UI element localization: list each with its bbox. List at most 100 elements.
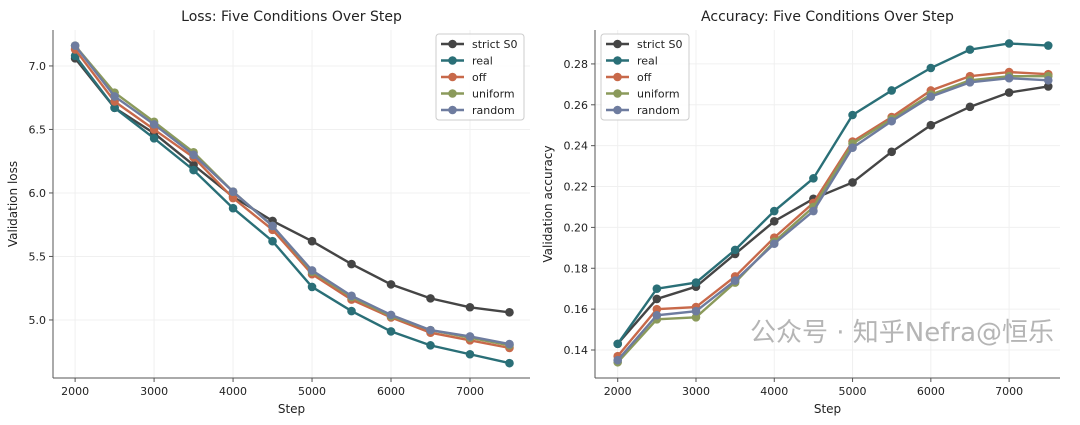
legend-label: strict S0 xyxy=(637,38,682,51)
data-point xyxy=(926,120,936,130)
data-point xyxy=(1043,82,1053,91)
series-line xyxy=(74,44,510,346)
data-point xyxy=(228,203,238,213)
y-tick-label: 5.0 xyxy=(29,314,47,327)
data-point xyxy=(848,110,857,120)
data-point xyxy=(149,120,159,129)
data-point xyxy=(652,310,662,320)
legend-marker xyxy=(448,56,457,65)
data-point xyxy=(769,206,779,216)
watermark: 公众号 · 知乎Nefra@恒乐 xyxy=(749,318,1054,348)
data-point xyxy=(809,174,818,183)
legend-label: random xyxy=(637,104,680,117)
series-random xyxy=(613,73,1053,365)
data-point xyxy=(347,291,356,301)
data-point xyxy=(307,236,317,246)
x-tick-label: 7000 xyxy=(995,385,1023,398)
data-point xyxy=(965,45,975,54)
data-point xyxy=(505,308,514,317)
data-point xyxy=(1004,73,1014,83)
data-point xyxy=(613,339,623,349)
data-point xyxy=(1004,39,1014,48)
legend-marker xyxy=(448,39,457,49)
y-tick-label: 0.22 xyxy=(564,181,589,194)
legend-label: strict S0 xyxy=(472,38,517,51)
data-point xyxy=(110,103,119,113)
data-point xyxy=(965,78,975,87)
legend: strict S0 real off uniform random xyxy=(600,33,690,121)
data-point xyxy=(809,206,818,216)
legend-label: uniform xyxy=(472,88,515,101)
legend-label: random xyxy=(472,104,515,117)
data-point xyxy=(848,143,857,153)
series-line xyxy=(74,55,510,365)
legend-marker xyxy=(448,72,457,82)
legend-label: off xyxy=(637,71,652,84)
series-line xyxy=(616,77,1049,362)
data-point xyxy=(887,116,896,126)
x-tick-label: 6000 xyxy=(377,385,405,398)
y-tick-label: 6.5 xyxy=(29,123,47,136)
y-tick-label: 6.0 xyxy=(29,187,47,200)
data-point xyxy=(465,332,475,341)
legend-marker xyxy=(613,39,622,49)
data-point xyxy=(652,294,662,304)
data-point xyxy=(70,41,80,50)
data-point xyxy=(730,276,740,285)
series-line xyxy=(616,70,1049,357)
y-axis-label: Validation loss xyxy=(6,161,20,247)
series-line xyxy=(74,48,510,350)
legend-marker xyxy=(613,56,622,65)
data-point xyxy=(149,134,159,143)
legend-label: off xyxy=(472,71,487,84)
series-random xyxy=(70,41,514,349)
data-point xyxy=(691,306,701,316)
data-point xyxy=(307,282,317,292)
series-line xyxy=(616,85,1049,345)
x-tick-label: 5000 xyxy=(298,385,326,398)
loss-chart: 2000 3000 4000 5000 6000 7000 5.0 5.5 6.0 6.5 7.0 L… xyxy=(6,9,530,416)
data-point xyxy=(730,245,740,255)
x-tick-label: 5000 xyxy=(839,385,867,398)
series-real xyxy=(613,39,1053,349)
x-tick-label: 2000 xyxy=(604,385,632,398)
data-point xyxy=(848,178,857,187)
data-point xyxy=(652,304,662,314)
accuracy-chart: 2000 3000 4000 5000 6000 7000 0.14 0.16 0.18 0.20… xyxy=(541,9,1060,416)
y-tick-label: 0.20 xyxy=(564,221,589,234)
y-tick-label: 0.24 xyxy=(564,140,589,153)
series-line xyxy=(616,74,1049,364)
legend: strict S0 real off uniform random xyxy=(435,33,525,121)
y-tick-label: 0.18 xyxy=(564,262,589,275)
data-point xyxy=(926,92,936,101)
data-point xyxy=(426,341,435,350)
x-tick-label: 3000 xyxy=(682,385,710,398)
data-point xyxy=(465,349,475,359)
data-point xyxy=(1043,41,1053,50)
legend-marker xyxy=(613,105,622,115)
data-point xyxy=(652,284,662,294)
y-tick-label: 0.16 xyxy=(564,303,589,316)
series-line xyxy=(616,42,1049,345)
data-point xyxy=(769,216,779,226)
data-point xyxy=(189,165,198,175)
data-point xyxy=(1043,75,1053,85)
y-tick-label: 0.26 xyxy=(564,99,589,112)
data-point xyxy=(307,266,317,275)
data-point xyxy=(887,147,896,157)
data-point xyxy=(228,187,238,196)
data-point xyxy=(347,306,356,316)
data-point xyxy=(965,102,975,112)
data-point xyxy=(268,236,277,246)
data-point xyxy=(769,239,779,249)
x-tick-label: 4000 xyxy=(760,385,788,398)
data-point xyxy=(426,325,435,335)
y-tick-label: 7.0 xyxy=(29,60,47,73)
data-point xyxy=(189,150,198,160)
data-point xyxy=(505,339,514,349)
legend-label: uniform xyxy=(637,88,680,101)
data-point xyxy=(613,355,623,365)
x-tick-label: 6000 xyxy=(917,385,945,398)
legend-marker xyxy=(448,89,457,98)
legend-box xyxy=(600,33,690,121)
